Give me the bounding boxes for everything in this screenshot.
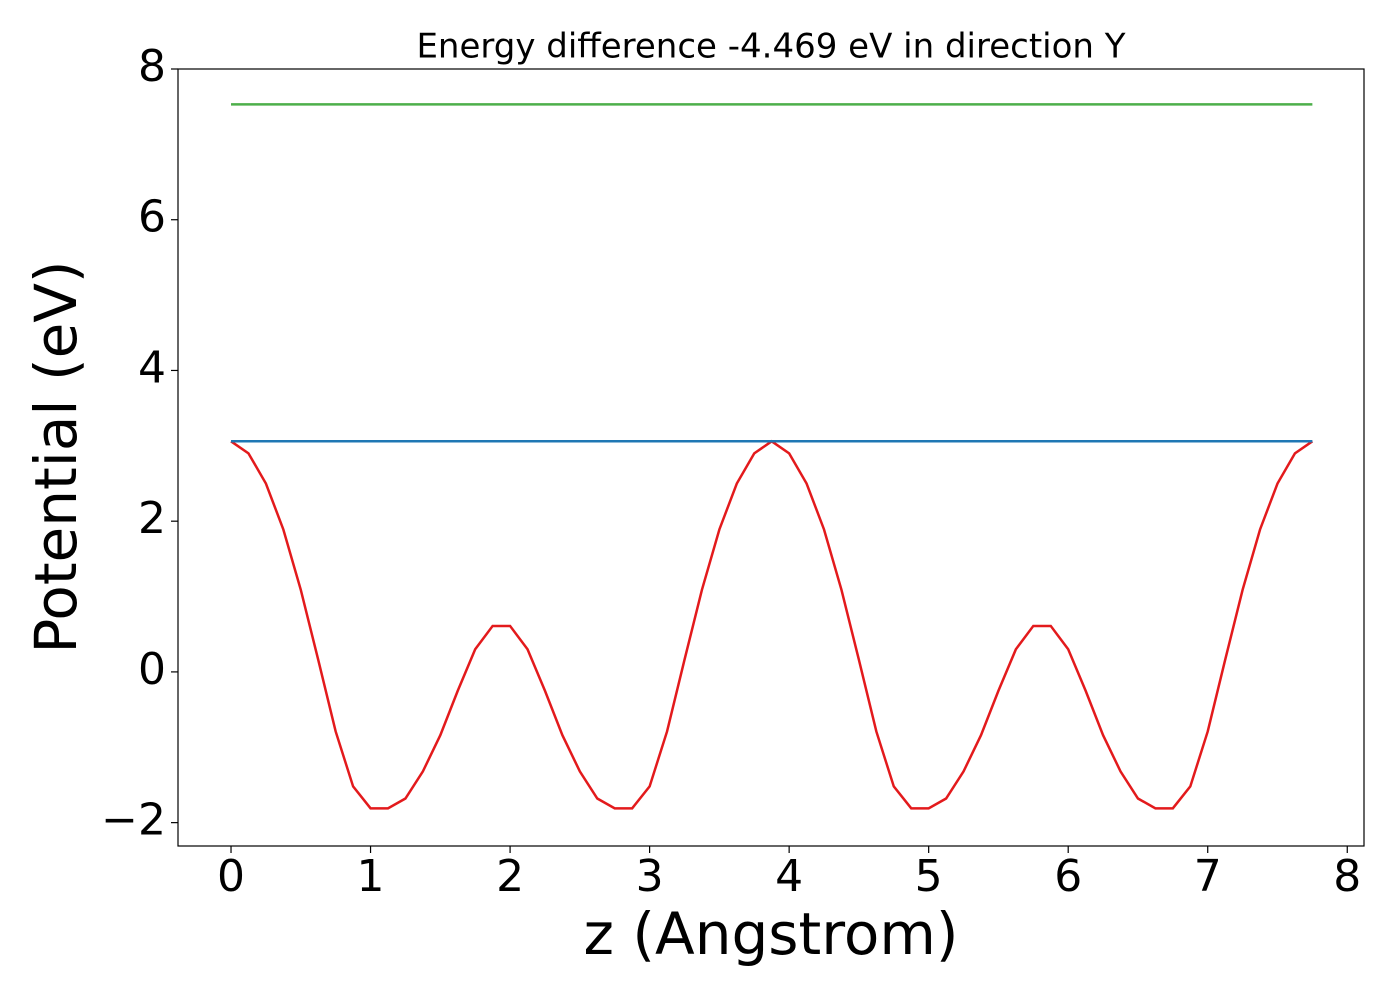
x-tick-label: 7 <box>1194 851 1222 902</box>
x-tick-label: 1 <box>357 851 385 902</box>
y-tick-label: 4 <box>138 342 166 393</box>
y-tick-label: −2 <box>101 795 166 846</box>
y-tick-label: 8 <box>138 41 166 92</box>
x-tick-label: 8 <box>1333 851 1361 902</box>
x-tick-label: 6 <box>1054 851 1082 902</box>
x-tick-label: 0 <box>217 851 245 902</box>
x-axis-label: z (Angstrom) <box>584 900 959 968</box>
y-tick-label: 6 <box>138 192 166 243</box>
y-tick-label: 0 <box>138 644 166 695</box>
x-tick-label: 3 <box>636 851 664 902</box>
x-tick-label: 2 <box>496 851 524 902</box>
x-tick-label: 5 <box>915 851 943 902</box>
x-tick-label: 4 <box>775 851 803 902</box>
chart-title: Energy difference -4.469 eV in direction… <box>416 27 1125 67</box>
plot-frame <box>177 68 1365 847</box>
y-axis-label: Potential (eV) <box>22 260 90 653</box>
y-tick-label: 2 <box>138 493 166 544</box>
line-series <box>230 439 1314 810</box>
